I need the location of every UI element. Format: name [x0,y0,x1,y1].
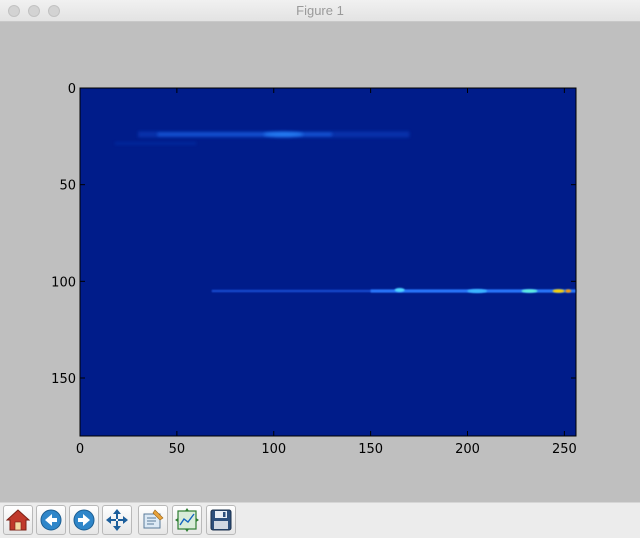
home-icon [6,509,30,531]
band-2 [211,288,576,293]
minimize-window-button[interactable] [28,5,40,17]
y-axis: 0 50 100 150 [51,82,576,387]
zoom-window-button[interactable] [48,5,60,17]
home-button[interactable] [3,505,33,535]
x-tick-label: 100 [261,442,286,457]
window-titlebar: Figure 1 [0,0,640,22]
back-button[interactable] [36,505,66,535]
subplots-config-icon [175,508,199,532]
window-title: Figure 1 [296,3,344,18]
band-core [157,132,332,136]
band-faint [114,142,197,145]
y-tick-label: 50 [59,179,76,194]
figure-canvas[interactable]: 0 50 100 150 200 250 0 50 100 150 [0,22,640,502]
y-tick-label: 0 [68,82,76,97]
image-area [80,88,576,436]
navigation-toolbar [0,502,640,538]
zoom-button[interactable] [138,505,168,535]
forward-arrow-icon [73,509,95,531]
y-tick-label: 150 [51,372,76,387]
band-spot [394,288,405,292]
band-spot [521,289,538,293]
x-tick-label: 200 [455,442,480,457]
save-button[interactable] [206,505,236,535]
x-tick-label: 0 [76,442,84,457]
forward-button[interactable] [69,505,99,535]
heatmap-plot: 0 50 100 150 200 250 0 50 100 150 [51,82,577,457]
band-1 [114,131,410,145]
x-axis: 0 50 100 150 200 250 [76,88,577,457]
close-window-button[interactable] [8,5,20,17]
x-tick-label: 150 [358,442,383,457]
axes-frame [79,87,577,437]
band-peak [263,131,304,137]
zoom-rect-icon [143,509,164,529]
heatmap-features [114,131,576,293]
x-tick-label: 250 [552,442,577,457]
y-tick-label: 100 [51,275,76,290]
band-peak [565,289,572,293]
save-disk-icon [210,509,232,531]
x-tick-label: 50 [169,442,186,457]
pan-button[interactable] [102,505,132,535]
band-spot [467,289,488,293]
band-peak [552,289,565,293]
configure-subplots-button[interactable] [172,505,202,535]
back-arrow-icon [40,509,62,531]
pan-move-icon [106,509,128,531]
